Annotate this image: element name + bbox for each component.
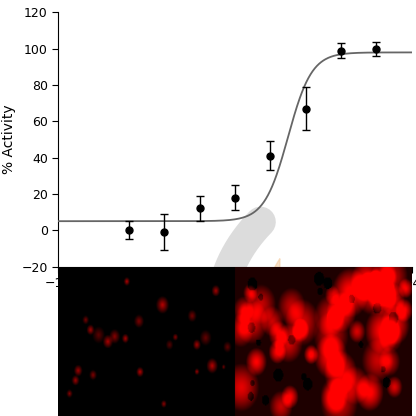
Polygon shape — [263, 259, 280, 394]
Y-axis label: % Activity: % Activity — [2, 105, 16, 174]
X-axis label: Log [NECA] M: Log [NECA] M — [177, 295, 293, 310]
